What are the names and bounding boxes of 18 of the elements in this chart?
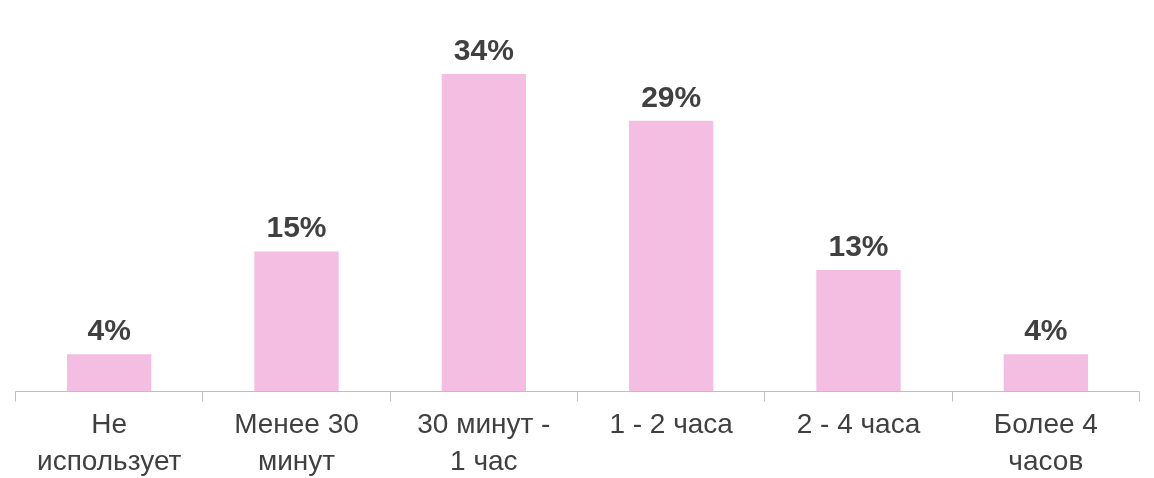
- data-label: 34%: [453, 33, 514, 66]
- x-tick-label: Более 4 часов: [993, 407, 1098, 476]
- bar: [816, 270, 901, 392]
- bar: [441, 74, 526, 392]
- x-tick-label: 30 минут - 1 час: [417, 407, 551, 476]
- data-label: 4%: [1024, 313, 1068, 347]
- data-label: 29%: [641, 79, 702, 113]
- bar: [254, 251, 339, 392]
- data-label: 13%: [828, 229, 889, 263]
- bar: [629, 120, 714, 392]
- data-label: 4%: [87, 313, 131, 347]
- data-label: 15%: [266, 210, 327, 244]
- x-tick-label: 1 - 2 часа: [609, 407, 734, 439]
- bar: [1003, 354, 1088, 392]
- x-tick-label: Менее 30 минут: [234, 407, 359, 476]
- x-tick-label: 2 - 4 часа: [796, 407, 921, 439]
- x-tick-label: Не использует: [36, 407, 182, 476]
- bar: [67, 354, 152, 392]
